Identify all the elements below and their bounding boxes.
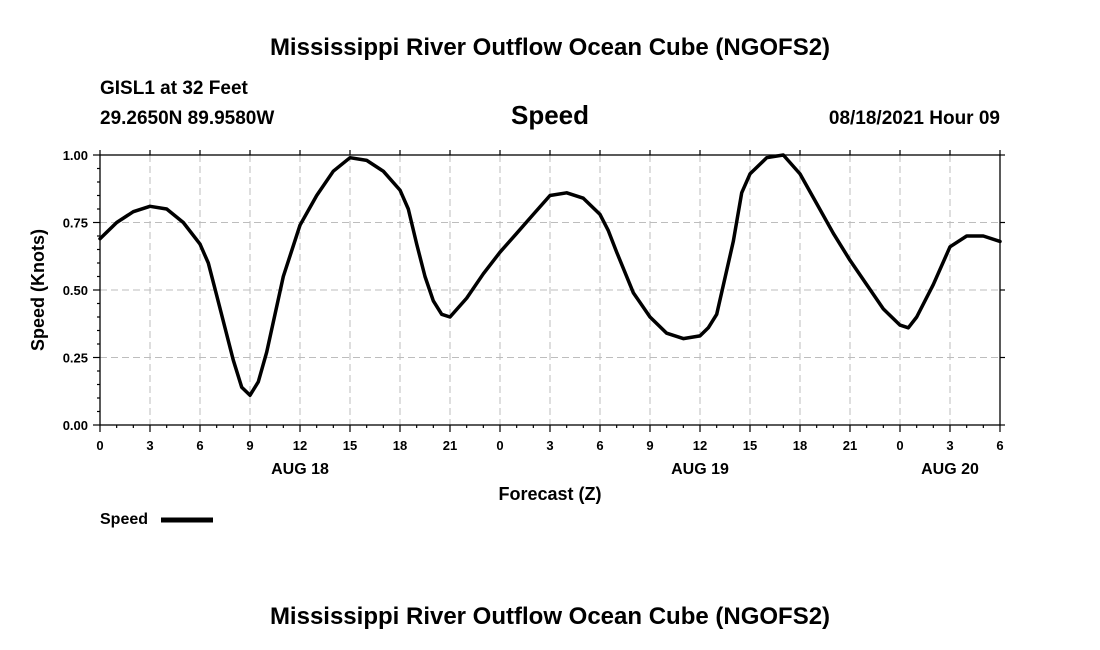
- y-tick-label: 1.00: [63, 148, 88, 163]
- x-tick-label: 6: [996, 438, 1003, 453]
- date-labels: AUG 18 AUG 19 AUG 20: [271, 461, 979, 478]
- x-tick-label: 0: [496, 438, 503, 453]
- station-label: GISL1 at 32 Feet: [100, 78, 249, 99]
- x-tick-label: 12: [293, 438, 307, 453]
- date-label: AUG 18: [271, 461, 329, 478]
- y-tick-labels: 0.00 0.25 0.50 0.75 1.00: [63, 148, 88, 433]
- y-tick-label: 0.75: [63, 216, 88, 231]
- x-tick-label: 15: [743, 438, 757, 453]
- x-tick-label: 9: [246, 438, 253, 453]
- x-tick-label: 3: [546, 438, 553, 453]
- x-tick-label: 0: [896, 438, 903, 453]
- x-tick-label: 21: [443, 438, 457, 453]
- legend-label: Speed: [100, 511, 148, 528]
- forecast-datetime: 08/18/2021 Hour 09: [829, 108, 1000, 129]
- x-tick-labels: 0 3 6 9 12 15 18 21 0 3 6 9 12 15 18 21 0 3 6: [96, 438, 1003, 453]
- x-tick-label: 6: [196, 438, 203, 453]
- axis-ticks: [93, 150, 1005, 432]
- date-label: AUG 19: [671, 461, 729, 478]
- y-tick-label: 0.25: [63, 351, 88, 366]
- plot-frame: [99, 154, 1001, 426]
- x-tick-label: 12: [693, 438, 707, 453]
- y-tick-label: 0.00: [63, 418, 88, 433]
- date-label: AUG 20: [921, 461, 979, 478]
- y-tick-label: 0.50: [63, 283, 88, 298]
- station-coords: 29.2650N 89.9580W: [100, 108, 274, 129]
- x-tick-label: 3: [946, 438, 953, 453]
- speed-series-line: [98, 153, 1002, 398]
- x-tick-label: 21: [843, 438, 857, 453]
- x-tick-label: 18: [793, 438, 807, 453]
- gridlines: [100, 155, 1000, 425]
- x-tick-label: 18: [393, 438, 407, 453]
- x-axis-title: Forecast (Z): [498, 484, 601, 504]
- chart-title: Speed: [511, 100, 589, 130]
- x-tick-label: 3: [146, 438, 153, 453]
- chart-main-title: Mississippi River Outflow Ocean Cube (NG…: [270, 34, 830, 61]
- x-tick-label: 6: [596, 438, 603, 453]
- y-axis-title: Speed (Knots): [28, 229, 48, 351]
- x-tick-label: 0: [96, 438, 103, 453]
- x-tick-label: 15: [343, 438, 357, 453]
- legend: Speed: [100, 511, 213, 528]
- footer-title: Mississippi River Outflow Ocean Cube (NG…: [270, 603, 830, 630]
- x-tick-label: 9: [646, 438, 653, 453]
